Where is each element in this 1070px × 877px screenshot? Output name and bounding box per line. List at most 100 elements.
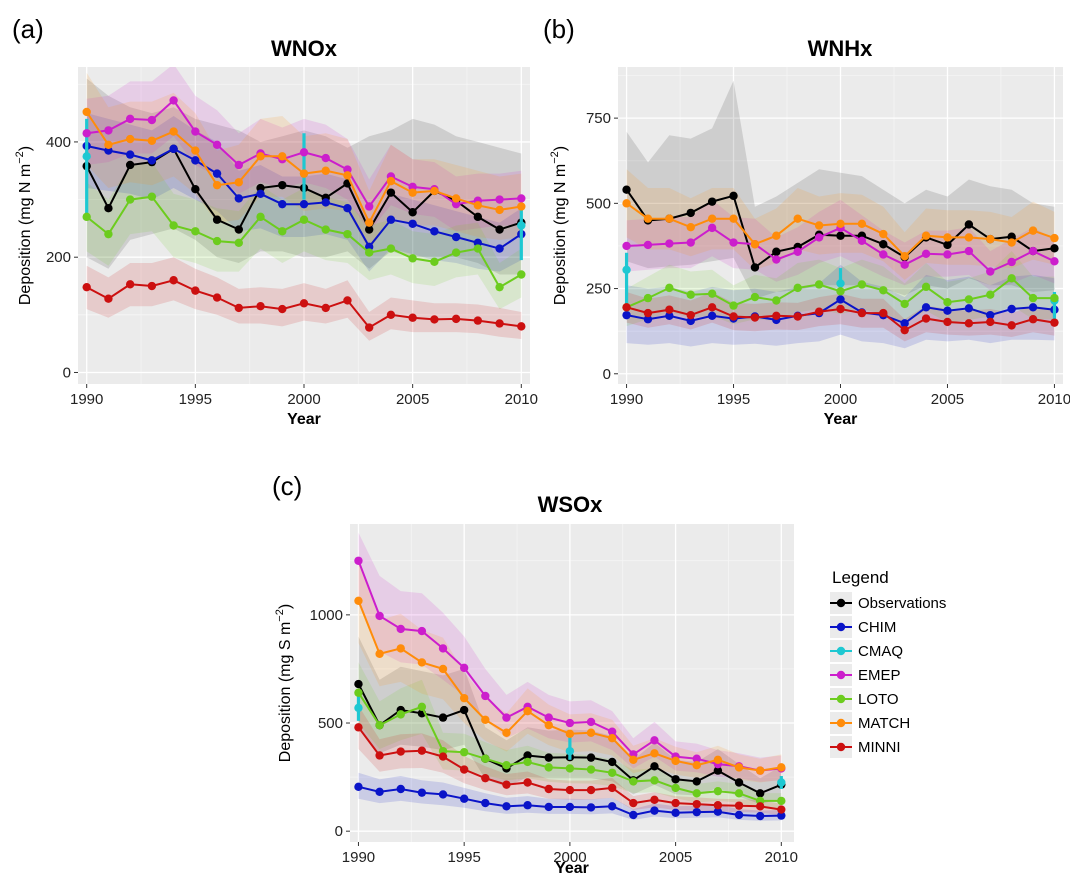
point-emep <box>451 199 461 209</box>
point-match <box>879 229 888 239</box>
point-chim <box>502 802 511 811</box>
point-match <box>1028 226 1038 235</box>
point-minni <box>191 286 200 295</box>
x-tick-label: 1990 <box>610 391 643 408</box>
point-cmaq <box>622 265 631 275</box>
point-cmaq <box>777 778 786 787</box>
point-match <box>665 214 674 223</box>
point-observations <box>104 204 113 213</box>
point-minni <box>943 317 952 327</box>
point-loto <box>375 720 384 730</box>
point-emep <box>364 202 374 211</box>
point-match <box>586 728 596 737</box>
point-loto <box>125 195 135 204</box>
point-chim <box>147 156 157 165</box>
point-match <box>713 755 723 764</box>
point-minni <box>1028 315 1038 324</box>
point-match <box>671 756 680 766</box>
point-chim <box>607 802 617 811</box>
point-emep <box>565 718 575 728</box>
point-match <box>517 202 526 211</box>
point-observations <box>438 713 448 722</box>
y-axis-label-sup: −2 <box>549 151 561 164</box>
point-chim <box>734 810 744 820</box>
point-observations <box>734 778 744 787</box>
point-loto <box>523 757 532 767</box>
point-chim <box>169 144 178 154</box>
point-chim <box>713 807 723 816</box>
point-match <box>104 140 113 150</box>
point-minni <box>375 751 384 760</box>
point-match <box>707 214 717 223</box>
legend-key-point <box>836 694 846 704</box>
point-minni <box>299 299 309 308</box>
legend-label: CHIM <box>858 619 896 636</box>
point-chim <box>417 788 427 797</box>
point-match <box>212 180 222 190</box>
point-minni <box>354 723 363 732</box>
point-chim <box>438 790 448 799</box>
point-loto <box>191 227 200 236</box>
point-match <box>943 233 952 242</box>
point-minni <box>857 308 867 318</box>
point-chim <box>943 306 952 315</box>
point-minni <box>671 798 680 808</box>
point-emep <box>459 663 469 673</box>
point-emep <box>729 238 738 247</box>
point-match <box>321 166 330 175</box>
point-minni <box>607 783 617 793</box>
y-axis-label-main: Deposition (mg N m <box>552 164 569 305</box>
point-chim <box>473 238 483 247</box>
point-loto <box>451 248 461 257</box>
point-match <box>408 188 417 197</box>
y-axis-label-end: ) <box>17 146 34 151</box>
point-chim <box>986 310 995 320</box>
point-minni <box>495 319 504 328</box>
point-cmaq <box>517 221 526 230</box>
y-tick-label: 0 <box>63 364 71 381</box>
point-minni <box>321 303 330 313</box>
point-chim <box>256 189 265 198</box>
point-emep <box>772 255 781 264</box>
point-chim <box>777 811 786 820</box>
point-chim <box>278 199 287 209</box>
point-loto <box>707 289 717 298</box>
point-chim <box>364 242 374 252</box>
point-observations <box>755 789 765 798</box>
point-minni <box>523 778 532 787</box>
point-minni <box>986 317 995 327</box>
point-minni <box>502 780 511 789</box>
x-axis-label: Year <box>824 411 858 428</box>
point-loto <box>517 270 526 279</box>
point-minni <box>234 303 244 313</box>
series-lines <box>354 556 786 821</box>
x-tick-label: 2005 <box>659 849 692 866</box>
point-chim <box>321 198 330 207</box>
x-tick-label: 1995 <box>717 391 750 408</box>
point-minni <box>481 773 490 783</box>
point-chim <box>495 244 504 253</box>
point-loto <box>396 710 405 719</box>
point-match <box>523 706 532 716</box>
legend-entry: EMEP <box>830 664 901 686</box>
point-minni <box>1050 318 1059 327</box>
point-minni <box>82 282 91 292</box>
point-minni <box>586 785 596 795</box>
point-minni <box>430 315 439 324</box>
point-loto <box>502 761 511 770</box>
point-loto <box>473 244 483 253</box>
point-chim <box>692 807 701 817</box>
panel-b: (b) WNHx 1990 1995 2000 2005 2010 0 250 500 750 Yea… <box>543 14 1070 428</box>
y-axis-label-sup: −2 <box>274 609 286 622</box>
point-emep <box>857 236 867 246</box>
point-minni <box>212 293 222 302</box>
point-minni <box>343 296 352 305</box>
legend-entry: MINNI <box>830 736 901 758</box>
point-minni <box>386 310 396 320</box>
point-minni <box>408 313 417 322</box>
point-observations <box>212 215 222 224</box>
point-emep <box>147 115 157 125</box>
point-observations <box>523 751 532 760</box>
point-loto <box>565 764 575 773</box>
point-match <box>629 755 638 764</box>
